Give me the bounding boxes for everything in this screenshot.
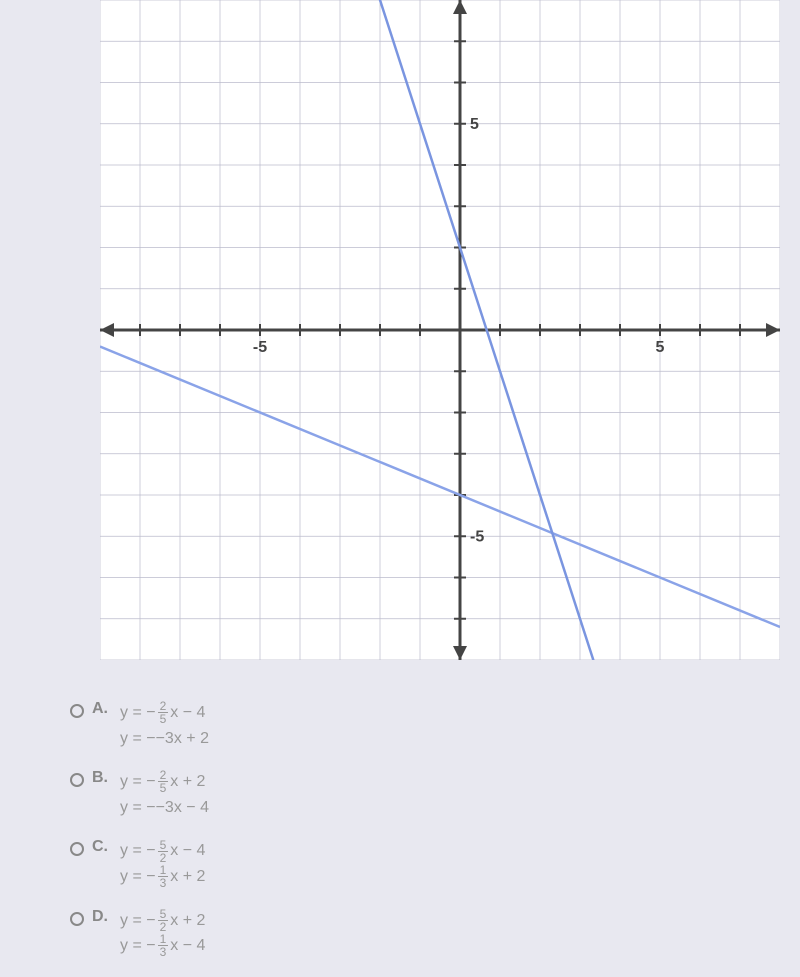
option-letter: D.: [92, 908, 120, 926]
svg-text:-5: -5: [470, 528, 484, 545]
option-equations: y = −52x − 4 y = −13x + 2: [120, 838, 205, 889]
chart-svg: -5 5 5 -5: [100, 0, 780, 660]
radio-icon[interactable]: [70, 773, 84, 787]
option-letter: A.: [92, 700, 120, 718]
option-equations: y = −25x − 4 y = −−3x + 2: [120, 700, 209, 751]
coordinate-graph: -5 5 5 -5: [100, 0, 780, 660]
option-c[interactable]: C. y = −52x − 4 y = −13x + 2: [70, 838, 209, 889]
svg-text:5: 5: [470, 116, 479, 133]
answer-options: A. y = −25x − 4 y = −−3x + 2 B. y = −25x…: [70, 700, 209, 977]
radio-icon[interactable]: [70, 912, 84, 926]
option-equations: y = −25x + 2 y = −−3x − 4: [120, 769, 209, 820]
radio-icon[interactable]: [70, 842, 84, 856]
svg-text:5: 5: [656, 339, 665, 356]
option-equations: y = −52x + 2 y = −13x − 4: [120, 908, 205, 959]
option-letter: C.: [92, 838, 120, 856]
option-a[interactable]: A. y = −25x − 4 y = −−3x + 2: [70, 700, 209, 751]
option-d[interactable]: D. y = −52x + 2 y = −13x − 4: [70, 908, 209, 959]
option-b[interactable]: B. y = −25x + 2 y = −−3x − 4: [70, 769, 209, 820]
radio-icon[interactable]: [70, 704, 84, 718]
svg-text:-5: -5: [253, 339, 267, 356]
option-letter: B.: [92, 769, 120, 787]
